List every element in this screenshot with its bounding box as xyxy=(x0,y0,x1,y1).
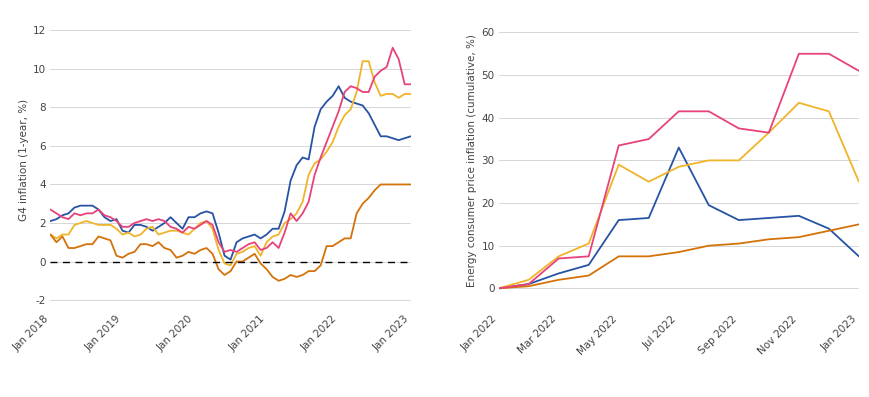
Y-axis label: G4 inflation (1-year, %): G4 inflation (1-year, %) xyxy=(19,99,29,222)
Y-axis label: Energy consumer price inflation (cumulative, %): Energy consumer price inflation (cumulat… xyxy=(467,34,476,287)
